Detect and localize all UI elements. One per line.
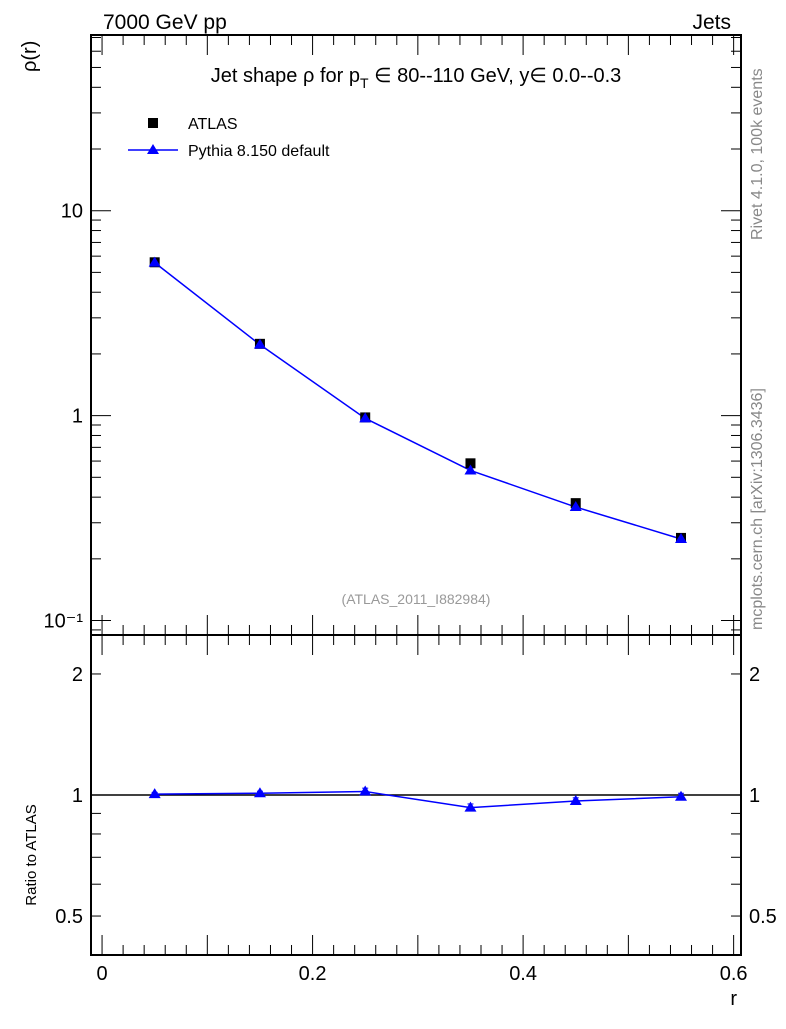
y-tick-label: 10⁻¹: [44, 611, 84, 633]
x-tick-label: 0.2: [299, 963, 327, 985]
ratio-point: [253, 787, 266, 798]
pythia-line: [154, 262, 682, 540]
ratio-line: [154, 790, 682, 809]
y-tick-label-right: 1: [749, 785, 760, 807]
atlas-point: [465, 458, 476, 469]
pythia-point: [675, 532, 687, 543]
ratio-point: [675, 790, 687, 801]
pythia-point: [569, 501, 582, 512]
ratio-point: [569, 795, 582, 806]
ratio-point: [464, 801, 477, 812]
main-title: Jet shape ρ for pT ∈ 80--110 GeV, y∈ 0.0…: [211, 65, 622, 91]
x-tick-label: 0: [96, 963, 107, 985]
x-tick-label: 0.6: [720, 963, 748, 985]
x-axis-label: r: [730, 988, 737, 1010]
y-tick-label: 1: [72, 785, 83, 807]
ratio-point: [148, 788, 161, 799]
analysis-watermark: (ATLAS_2011_I882984): [342, 591, 491, 607]
legend-atlas-label: ATLAS: [188, 116, 238, 133]
pythia-point: [148, 256, 161, 267]
pythia-point: [359, 412, 372, 423]
x-tick-label: 0.4: [509, 963, 537, 985]
y-tick-label: 2: [72, 664, 83, 686]
main-ylabel: ρ(r): [19, 41, 41, 72]
ratio-point: [359, 785, 372, 796]
header-left: 7000 GeV pp: [103, 11, 227, 34]
ratio-ylabel: Ratio to ATLAS: [23, 804, 40, 905]
legend-pythia-label: Pythia 8.150 default: [188, 143, 330, 160]
header-right: Jets: [692, 11, 731, 34]
rivet-label: Rivet 4.1.0, 100k events: [749, 68, 766, 240]
legend: ATLAS Pythia 8.150 default: [128, 116, 330, 160]
pythia-point: [464, 464, 477, 475]
y-tick-label: 0.5: [55, 906, 83, 928]
legend-atlas-marker: [148, 118, 158, 128]
y-tick-label: 1: [72, 406, 83, 428]
y-tick-label: 10: [61, 201, 83, 223]
pythia-point: [253, 338, 266, 349]
mcplots-label: mcplots.cern.ch [arXiv:1306.3436]: [749, 388, 766, 630]
y-tick-label-right: 2: [749, 664, 760, 686]
legend-pythia-marker: [147, 144, 159, 154]
y-tick-label-right: 0.5: [749, 906, 777, 928]
